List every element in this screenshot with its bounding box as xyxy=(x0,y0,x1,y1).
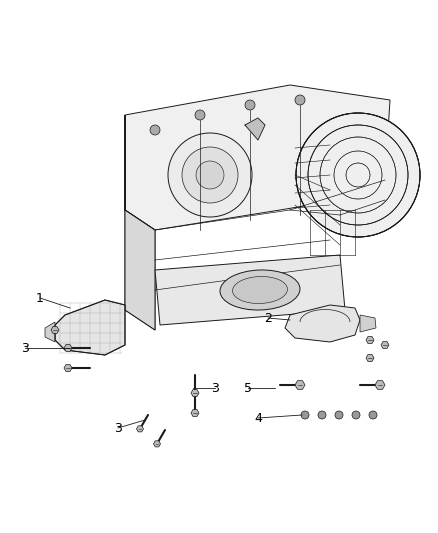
Polygon shape xyxy=(55,300,125,355)
Polygon shape xyxy=(285,305,360,342)
Circle shape xyxy=(335,411,343,419)
Polygon shape xyxy=(295,381,305,389)
Polygon shape xyxy=(366,336,374,343)
Polygon shape xyxy=(245,118,265,140)
Text: 2: 2 xyxy=(264,311,272,325)
Text: 4: 4 xyxy=(254,411,262,424)
Circle shape xyxy=(182,147,238,203)
Polygon shape xyxy=(51,327,59,334)
Circle shape xyxy=(352,411,360,419)
Circle shape xyxy=(245,100,255,110)
Text: 3: 3 xyxy=(211,382,219,394)
Polygon shape xyxy=(155,255,345,325)
Circle shape xyxy=(318,411,326,419)
Text: 3: 3 xyxy=(21,342,29,354)
Polygon shape xyxy=(45,322,55,342)
Ellipse shape xyxy=(233,277,287,303)
Ellipse shape xyxy=(220,270,300,310)
Circle shape xyxy=(301,411,309,419)
Polygon shape xyxy=(191,409,199,416)
Polygon shape xyxy=(381,342,389,349)
Circle shape xyxy=(296,113,420,237)
Polygon shape xyxy=(125,85,390,230)
Text: 5: 5 xyxy=(244,382,252,394)
Polygon shape xyxy=(366,354,374,361)
Polygon shape xyxy=(360,315,376,332)
Polygon shape xyxy=(137,426,144,432)
Circle shape xyxy=(295,95,305,105)
Circle shape xyxy=(168,133,252,217)
Text: 1: 1 xyxy=(36,292,44,304)
Circle shape xyxy=(369,411,377,419)
Polygon shape xyxy=(375,381,385,389)
Polygon shape xyxy=(191,390,199,397)
Polygon shape xyxy=(64,365,72,372)
Circle shape xyxy=(195,110,205,120)
Circle shape xyxy=(150,125,160,135)
Polygon shape xyxy=(125,115,155,330)
Polygon shape xyxy=(64,344,72,351)
Text: 3: 3 xyxy=(114,422,122,434)
Polygon shape xyxy=(153,441,160,447)
Polygon shape xyxy=(125,210,155,330)
Circle shape xyxy=(196,161,224,189)
